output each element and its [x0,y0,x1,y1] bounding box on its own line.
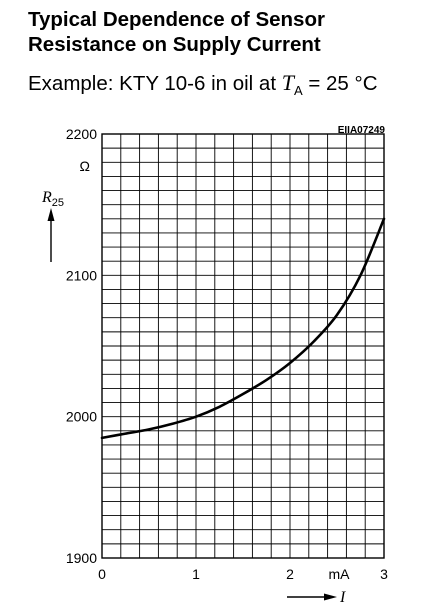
y-axis-label-sub: 25 [52,197,64,209]
figure-code: EIIA07249 [338,125,386,136]
title-line-1: Typical Dependence of Sensor [28,8,325,31]
y-axis-label-var: R [41,189,52,206]
subtitle-variable: T [281,70,294,95]
x-tick-label: 2 [286,566,294,582]
subtitle-suffix: = 25 °C [302,72,378,95]
subtitle-prefix: Example: KTY 10-6 in oil at [28,72,282,95]
subtitle-subscript: A [293,83,303,99]
x-tick-labels: 0 1 2 3 [98,566,388,582]
y-axis-unit: Ω [80,158,90,174]
y-axis-arrow [47,208,55,262]
y-axis-label: R25 [41,189,64,209]
plot-frame [101,133,385,559]
x-axis-unit: mA [329,566,351,582]
x-axis-arrow [287,593,337,601]
x-axis-label: I [339,589,346,606]
title-line-2: Resistance on Supply Current [28,33,321,56]
y-tick-label: 2000 [66,409,97,425]
x-tick-label: 3 [380,566,388,582]
x-tick-label: 0 [98,566,106,582]
series-line [100,217,386,440]
y-tick-label: 2200 [66,126,97,142]
y-tick-labels: 1900 2000 2100 2200 [66,126,97,566]
x-tick-label: 1 [192,566,200,582]
y-tick-label: 1900 [66,550,97,566]
chart-title: Typical Dependence of Sensor Resistance … [28,7,325,57]
chart-subtitle: Example: KTY 10-6 in oil at TA = 25 °C [28,70,378,104]
grid [102,134,384,558]
y-tick-label: 2100 [66,267,97,283]
